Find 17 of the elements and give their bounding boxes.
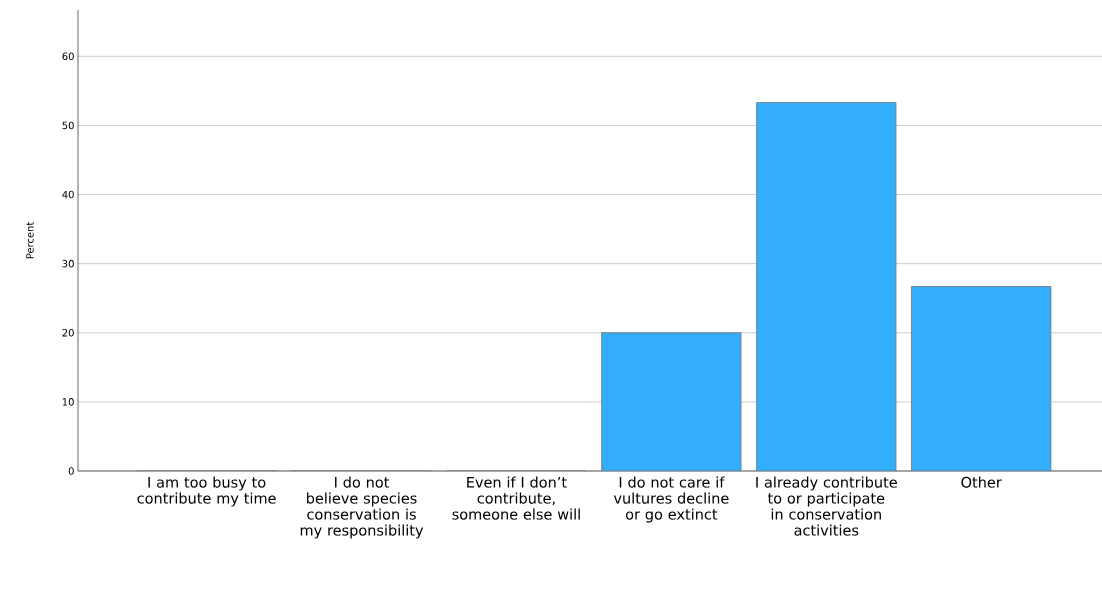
bar: [756, 102, 897, 471]
y-tick-label: 30: [62, 259, 74, 268]
y-tick-label: 10: [62, 398, 74, 406]
x-tick-label: I do not believe species conservation is my responsibility: [300, 476, 424, 539]
bar: [601, 332, 742, 471]
bar: [911, 286, 1052, 471]
x-tick-label: I am too busy to contribute my time: [137, 476, 276, 507]
y-tick-label: 0: [68, 467, 74, 475]
x-tick-label: I do not care if vultures decline or go extinct: [613, 476, 729, 523]
x-tick-label: I already contribute to or participate in conservation activities: [756, 476, 897, 536]
y-tick-label: 50: [62, 121, 74, 130]
x-tick-label: Other: [961, 476, 1002, 488]
y-axis-title: Percent: [26, 221, 34, 259]
x-tick-label: Even if I don’t contribute, someone else will: [452, 476, 580, 520]
y-tick-label: 40: [62, 190, 74, 199]
y-tick-label: 60: [62, 52, 74, 61]
y-tick-label: 20: [62, 328, 74, 337]
